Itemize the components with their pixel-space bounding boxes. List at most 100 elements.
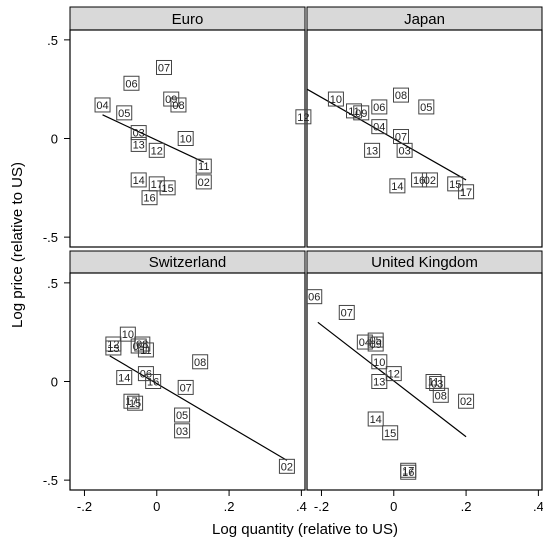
data-point: 13 <box>130 136 147 152</box>
data-point: 17 <box>458 184 475 200</box>
data-point: 14 <box>130 172 147 188</box>
point-marker <box>400 464 417 480</box>
point-marker <box>148 142 165 158</box>
point-label: 13 <box>373 377 385 389</box>
point-label: 10 <box>180 134 192 146</box>
point-marker <box>338 304 355 320</box>
point-marker <box>306 289 323 305</box>
panel-frame <box>306 272 543 491</box>
point-marker <box>123 75 140 91</box>
point-marker <box>105 340 122 356</box>
y-tick-label: .5 <box>47 33 58 48</box>
point-marker <box>130 172 147 188</box>
data-point: 14 <box>389 178 406 194</box>
data-point: 15 <box>127 395 144 411</box>
point-label: 02 <box>198 177 210 189</box>
data-point: 02 <box>458 393 475 409</box>
point-marker <box>421 172 438 188</box>
x-tick-label: -.2 <box>77 499 92 514</box>
data-point: 12 <box>148 142 165 158</box>
point-label: 06 <box>308 292 320 304</box>
point-marker <box>367 336 384 352</box>
point-label: 09 <box>355 108 367 120</box>
point-label: 04 <box>96 100 108 112</box>
point-marker <box>396 142 413 158</box>
data-point: 03 <box>130 125 147 141</box>
data-point: 04 <box>94 97 111 113</box>
data-point: 08 <box>134 336 151 352</box>
data-point: 10 <box>177 131 194 146</box>
point-label: 05 <box>420 102 432 114</box>
y-tick-label: 0 <box>51 375 58 390</box>
point-marker <box>130 125 147 141</box>
x-tick-label: -.2 <box>314 499 329 514</box>
point-marker <box>432 387 449 403</box>
data-point: 07 <box>338 304 355 320</box>
point-label: 08 <box>136 339 148 351</box>
point-label: 02 <box>281 461 293 473</box>
data-point: 10 <box>119 326 136 342</box>
point-label: 09 <box>370 339 382 351</box>
point-label: 05 <box>118 108 130 120</box>
x-tick-label: .4 <box>533 499 543 514</box>
panel-frame <box>69 272 306 491</box>
point-marker <box>177 379 194 395</box>
panel-frame <box>69 29 306 248</box>
point-marker <box>159 180 176 196</box>
x-tick-label: 0 <box>153 499 160 514</box>
data-point: 04 <box>371 119 388 135</box>
point-label: 12 <box>151 145 163 157</box>
point-label: 02 <box>460 396 472 408</box>
data-point: 11 <box>195 158 212 174</box>
x-axis-label: Log quantity (relative to US) <box>212 521 398 538</box>
data-point: 07 <box>393 129 409 145</box>
point-label: 08 <box>194 357 206 369</box>
point-label: 10 <box>373 357 385 369</box>
point-marker <box>145 374 162 389</box>
fit-line <box>102 114 205 163</box>
point-marker <box>174 407 191 423</box>
point-label: 07 <box>341 307 353 319</box>
point-marker <box>174 423 191 439</box>
point-marker <box>177 131 194 146</box>
point-marker <box>94 97 111 113</box>
point-label: 02 <box>424 175 436 187</box>
point-label: 15 <box>161 183 173 195</box>
point-label: 17 <box>460 187 472 199</box>
point-marker <box>371 354 388 370</box>
data-point: 15 <box>159 180 176 196</box>
data-point: 08 <box>432 387 449 403</box>
point-marker <box>170 97 187 113</box>
point-label: 10 <box>330 94 342 106</box>
point-label: 06 <box>125 78 137 90</box>
point-marker <box>119 326 136 342</box>
point-label: 16 <box>147 377 159 389</box>
data-point: 02 <box>278 458 295 474</box>
data-point: 12 <box>295 109 312 125</box>
point-label: 14 <box>133 175 145 187</box>
data-point: 03 <box>429 375 446 391</box>
point-marker <box>141 190 158 206</box>
point-marker <box>356 334 373 350</box>
point-label: 13 <box>107 343 119 355</box>
y-tick-label: -.5 <box>43 230 58 245</box>
point-label: 12 <box>297 112 309 124</box>
point-marker <box>367 411 384 427</box>
panel-frame <box>306 29 543 248</box>
data-point: 14 <box>367 411 384 427</box>
data-point: 07 <box>156 59 172 75</box>
point-marker <box>353 105 370 121</box>
point-label: 03 <box>176 426 188 438</box>
data-point: 05 <box>418 99 435 115</box>
data-point: 13 <box>105 340 122 356</box>
data-point: 15 <box>382 425 399 441</box>
point-marker <box>389 178 406 194</box>
point-label: 04 <box>373 122 385 134</box>
y-axis-label: Log price (relative to US) <box>9 162 26 328</box>
data-point: 06 <box>306 289 323 305</box>
